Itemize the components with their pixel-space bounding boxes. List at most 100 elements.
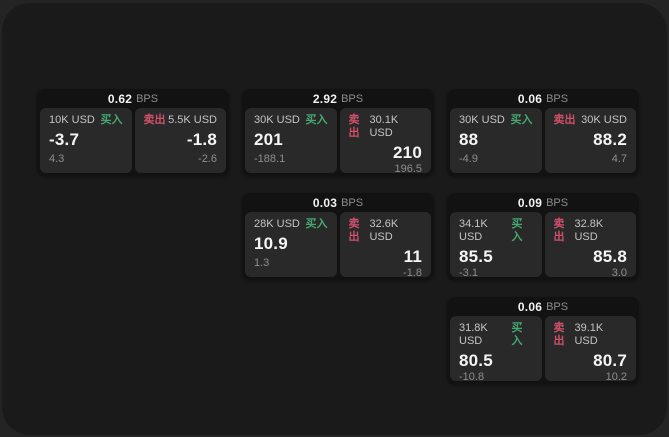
- bps-header: 0.62 BPS: [40, 89, 226, 108]
- bps-unit-label: BPS: [136, 92, 159, 105]
- sell-price: 85.8: [593, 247, 627, 266]
- sell-side-label: 卖出: [553, 114, 576, 126]
- buy-panel[interactable]: 10K USD 买入 -3.7 4.3: [40, 108, 132, 173]
- sell-side-label: 卖出: [348, 114, 360, 139]
- sell-sub-value: 10.2: [605, 371, 627, 383]
- sell-sub-value: -1.8: [403, 267, 422, 279]
- buy-side-label: 买入: [100, 114, 123, 126]
- buy-side-label: 买入: [305, 114, 328, 126]
- sell-size-label: 32.8K USD: [574, 218, 604, 243]
- sell-size-label: 5.5K USD: [168, 114, 217, 126]
- app-surface: 0.62 BPS 10K USD 买入 -3.7 4.3 卖出 5.5K USD…: [2, 3, 667, 435]
- sell-side-label: 卖出: [553, 218, 565, 243]
- quote-panels: 10K USD 买入 -3.7 4.3 卖出 5.5K USD -1.8 -2.…: [40, 108, 226, 173]
- buy-panel[interactable]: 30K USD 买入 88 -4.9: [450, 108, 542, 173]
- bps-value: 0.03: [312, 195, 338, 210]
- sell-panel[interactable]: 卖出 39.1K USD 80.7 10.2: [544, 316, 636, 383]
- sell-panel[interactable]: 卖出 5.5K USD -1.8 -2.6: [134, 108, 226, 173]
- quote-panels: 28K USD 买入 10.9 1.3 卖出 32.6K USD 11 -1.8: [245, 212, 431, 279]
- sell-price: 80.7: [593, 351, 627, 370]
- bps-header: 2.92 BPS: [245, 89, 431, 108]
- buy-price: 10.9: [254, 234, 288, 253]
- quote-card: 0.06 BPS 31.8K USD 买入 80.5 -10.8 卖出 39.1…: [447, 297, 639, 384]
- bps-unit-label: BPS: [341, 92, 364, 105]
- sell-side-label: 卖出: [553, 322, 565, 347]
- sell-panel[interactable]: 卖出 32.8K USD 85.8 3.0: [544, 212, 636, 279]
- sell-sub-value: 196.5: [394, 163, 422, 175]
- bps-value: 0.62: [107, 91, 133, 106]
- buy-size-label: 34.1K USD: [459, 218, 488, 243]
- sell-size-label: 39.1K USD: [574, 322, 604, 347]
- sell-panel[interactable]: 卖出 30.1K USD 210 196.5: [339, 108, 431, 175]
- bps-unit-label: BPS: [546, 196, 569, 209]
- buy-panel-top: 10K USD 买入: [49, 114, 123, 127]
- sell-panel-top: 卖出 32.8K USD: [554, 218, 628, 244]
- buy-price: 201: [254, 130, 283, 149]
- bps-value: 2.92: [312, 91, 338, 106]
- sell-size-label: 32.6K USD: [369, 218, 399, 243]
- bps-header: 0.06 BPS: [450, 89, 636, 108]
- quote-card: 2.92 BPS 30K USD 买入 201 -188.1 卖出 30.1K …: [242, 89, 434, 176]
- buy-price: 80.5: [459, 351, 493, 370]
- quote-panels: 30K USD 买入 88 -4.9 卖出 30K USD 88.2 4.7: [450, 108, 636, 173]
- buy-panel-top: 34.1K USD 买入: [459, 218, 533, 244]
- buy-sub-value: 1.3: [254, 257, 270, 269]
- buy-panel[interactable]: 30K USD 买入 201 -188.1: [245, 108, 337, 173]
- sell-size-label: 30K USD: [581, 114, 627, 126]
- buy-sub-value: -4.9: [459, 153, 478, 165]
- bps-header: 0.09 BPS: [450, 193, 636, 212]
- bps-value: 0.09: [517, 195, 543, 210]
- buy-panel[interactable]: 28K USD 买入 10.9 1.3: [245, 212, 337, 277]
- buy-price: -3.7: [49, 130, 80, 149]
- quote-panels: 30K USD 买入 201 -188.1 卖出 30.1K USD 210 1…: [245, 108, 431, 175]
- bps-value: 0.06: [517, 91, 543, 106]
- sell-side-label: 卖出: [143, 114, 166, 126]
- sell-panel-top: 卖出 30.1K USD: [349, 114, 423, 140]
- bps-header: 0.03 BPS: [245, 193, 431, 212]
- quote-card: 0.62 BPS 10K USD 买入 -3.7 4.3 卖出 5.5K USD…: [37, 89, 229, 176]
- bps-unit-label: BPS: [546, 92, 569, 105]
- sell-sub-value: 3.0: [611, 267, 627, 279]
- cards-grid: 0.62 BPS 10K USD 买入 -3.7 4.3 卖出 5.5K USD…: [2, 3, 667, 435]
- buy-size-label: 28K USD: [254, 218, 300, 230]
- buy-panel[interactable]: 34.1K USD 买入 85.5 -3.1: [450, 212, 542, 279]
- buy-size-label: 30K USD: [459, 114, 505, 126]
- buy-side-label: 买入: [510, 114, 533, 126]
- buy-panel-top: 30K USD 买入: [254, 114, 328, 127]
- buy-panel[interactable]: 31.8K USD 买入 80.5 -10.8: [450, 316, 542, 383]
- buy-side-label: 买入: [305, 218, 328, 230]
- bps-value: 0.06: [517, 299, 543, 314]
- sell-sub-value: 4.7: [611, 153, 627, 165]
- buy-size-label: 30K USD: [254, 114, 300, 126]
- buy-sub-value: -10.8: [459, 371, 485, 383]
- buy-side-label: 买入: [511, 218, 523, 243]
- sell-panel-top: 卖出 32.6K USD: [349, 218, 423, 244]
- bps-header: 0.06 BPS: [450, 297, 636, 316]
- quote-panels: 31.8K USD 买入 80.5 -10.8 卖出 39.1K USD 80.…: [450, 316, 636, 383]
- buy-sub-value: -3.1: [459, 267, 478, 279]
- sell-price: 210: [393, 143, 422, 162]
- quote-panels: 34.1K USD 买入 85.5 -3.1 卖出 32.8K USD 85.8…: [450, 212, 636, 279]
- buy-side-label: 买入: [511, 322, 523, 347]
- sell-price: -1.8: [186, 130, 217, 149]
- quote-card: 0.06 BPS 30K USD 买入 88 -4.9 卖出 30K USD 8…: [447, 89, 639, 176]
- buy-sub-value: -188.1: [254, 153, 286, 165]
- buy-size-label: 31.8K USD: [459, 322, 488, 347]
- sell-panel-top: 卖出 39.1K USD: [554, 322, 628, 348]
- sell-side-label: 卖出: [348, 218, 360, 243]
- buy-panel-top: 30K USD 买入: [459, 114, 533, 127]
- sell-panel[interactable]: 卖出 32.6K USD 11 -1.8: [339, 212, 431, 279]
- sell-price: 88.2: [593, 130, 627, 149]
- quote-card: 0.03 BPS 28K USD 买入 10.9 1.3 卖出 32.6K US…: [242, 193, 434, 280]
- sell-sub-value: -2.6: [198, 153, 217, 165]
- sell-panel[interactable]: 卖出 30K USD 88.2 4.7: [544, 108, 636, 173]
- sell-panel-top: 卖出 5.5K USD: [144, 114, 218, 127]
- sell-price: 11: [403, 247, 422, 266]
- buy-size-label: 10K USD: [49, 114, 95, 126]
- bps-unit-label: BPS: [546, 300, 569, 313]
- sell-panel-top: 卖出 30K USD: [554, 114, 628, 127]
- buy-sub-value: 4.3: [49, 153, 65, 165]
- buy-panel-top: 28K USD 买入: [254, 218, 328, 231]
- sell-size-label: 30.1K USD: [369, 114, 399, 139]
